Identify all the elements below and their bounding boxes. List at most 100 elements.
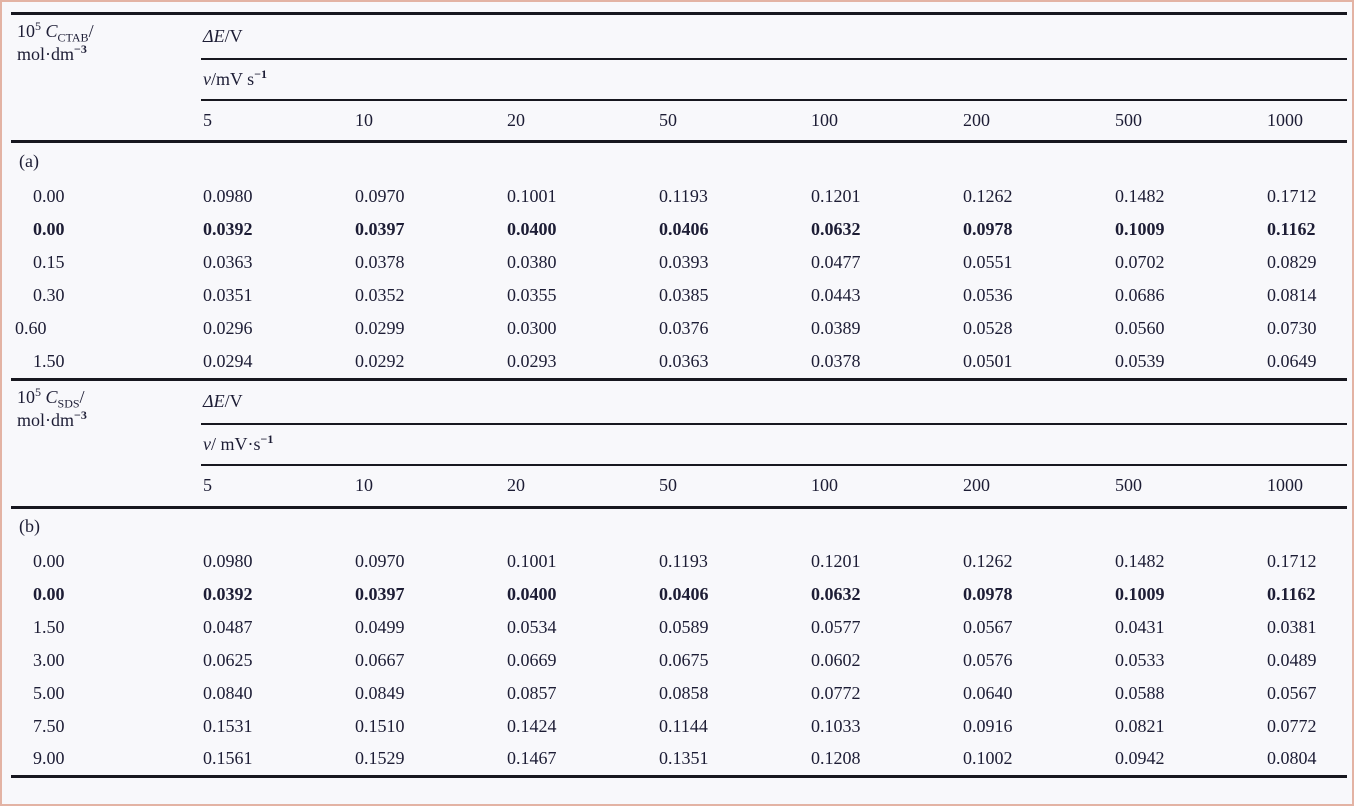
value-cell: 0.0772 xyxy=(1267,716,1317,736)
concentration-symbol-line: 105 CCTAB/ xyxy=(17,19,94,45)
concentration-cell: 0.00 xyxy=(33,584,65,604)
table-row: 0.30 0.0351 0.0352 0.0355 0.0385 0.0443 0.0536… xyxy=(11,279,1347,312)
value-cell: 0.0381 xyxy=(1267,617,1317,637)
concentration-cell: 5.00 xyxy=(33,683,65,703)
value-cell: 0.1467 xyxy=(507,748,557,769)
concentration-column-header: 105 CSDS/ mol·dm−3 xyxy=(11,379,201,509)
value-cell: 0.0392 xyxy=(203,584,253,604)
value-cell: 0.0702 xyxy=(1115,251,1165,272)
value-cell: 0.0567 xyxy=(963,617,1013,637)
section-label: (a) xyxy=(19,150,39,171)
value-cell: 0.0667 xyxy=(355,650,405,670)
value-cell: 0.1208 xyxy=(811,748,861,769)
concentration-cell: 0.60 xyxy=(15,317,47,338)
value-cell: 0.0980 xyxy=(203,185,253,206)
value-cell: 0.0577 xyxy=(811,617,861,637)
value-cell: 0.0528 xyxy=(963,317,1013,338)
value-cell: 0.0352 xyxy=(355,284,405,305)
value-cell: 0.0431 xyxy=(1115,617,1165,637)
value-cell: 0.0539 xyxy=(1115,350,1165,371)
scan-rate-value: 500 xyxy=(1113,465,1265,509)
value-cell: 0.0294 xyxy=(203,350,253,371)
value-cell: 0.1262 xyxy=(963,185,1013,206)
value-cell: 0.0293 xyxy=(507,350,557,371)
value-cell: 0.1162 xyxy=(1267,584,1316,604)
value-cell: 0.0378 xyxy=(811,350,861,371)
value-cell: 0.0499 xyxy=(355,617,405,637)
scan-rate-value: 50 xyxy=(657,465,809,509)
value-cell: 0.0393 xyxy=(659,251,709,272)
value-cell: 0.0829 xyxy=(1267,251,1317,272)
scan-rate-value: 1000 xyxy=(1265,99,1348,143)
table-row: 0.00 0.0980 0.0970 0.1001 0.1193 0.1201 0.1262… xyxy=(11,545,1347,578)
concentration-cell: 0.30 xyxy=(33,284,65,305)
value-cell: 0.0477 xyxy=(811,251,861,272)
concentration-unit-line: mol·dm−3 xyxy=(17,407,87,430)
table-row: 1.50 0.0487 0.0499 0.0534 0.0589 0.0577 0.0567… xyxy=(11,611,1347,644)
delta-e-header-row: 105 CCTAB/ mol·dm−3 ΔE/V xyxy=(11,13,1348,143)
value-cell: 0.1201 xyxy=(811,551,861,571)
table-row: 9.00 0.1561 0.1529 0.1467 0.1351 0.1208 0.1002… xyxy=(11,743,1347,776)
value-cell: 0.0351 xyxy=(203,284,253,305)
table-row: 5.00 0.0840 0.0849 0.0857 0.0858 0.0772 0.0640… xyxy=(11,677,1347,710)
scan-rate-unit-header: v/mV s−1 xyxy=(201,58,1348,101)
value-cell: 0.0730 xyxy=(1267,317,1317,338)
value-cell: 0.0534 xyxy=(507,617,557,637)
value-cell: 0.0551 xyxy=(963,251,1013,272)
value-cell: 0.1262 xyxy=(963,551,1013,571)
table-row: 0.15 0.0363 0.0378 0.0380 0.0393 0.0477 0.0551… xyxy=(11,246,1347,279)
value-cell: 0.0814 xyxy=(1267,284,1317,305)
value-cell: 0.1529 xyxy=(355,748,405,769)
concentration-cell: 3.00 xyxy=(33,650,65,670)
section-a-body: (a) 0.00 0.0980 0.0970 0.1001 0.1193 0.1201 0.1… xyxy=(11,142,1347,378)
table-row: 0.60 0.0296 0.0299 0.0300 0.0376 0.0389 0.0528… xyxy=(11,312,1347,345)
table-section-ctab: 105 CCTAB/ mol·dm−3 ΔE/V v/mV s−1 5 10 20 5… xyxy=(11,12,1348,378)
delta-e-header: ΔE/V xyxy=(201,379,1348,425)
concentration-cell: 0.00 xyxy=(33,551,65,571)
scan-rate-value: 20 xyxy=(505,99,657,143)
concentration-cell: 9.00 xyxy=(33,748,65,769)
value-cell: 0.0804 xyxy=(1267,748,1317,769)
value-cell: 0.0487 xyxy=(203,617,253,637)
concentration-cell: 1.50 xyxy=(33,350,65,371)
scan-rate-value: 10 xyxy=(353,99,505,143)
scan-rate-value: 5 xyxy=(201,465,353,509)
value-cell: 0.0942 xyxy=(1115,748,1165,769)
value-cell: 0.0857 xyxy=(507,683,557,703)
scan-rate-values-row: 5 10 20 50 100 200 500 1000 xyxy=(11,99,1348,143)
value-cell: 0.0400 xyxy=(507,584,557,604)
section-label-row: (a) xyxy=(11,142,1347,180)
delta-e-header-row: 105 CSDS/ mol·dm−3 ΔE/V xyxy=(11,379,1348,509)
value-cell: 0.0625 xyxy=(203,650,253,670)
value-cell: 0.0649 xyxy=(1267,350,1317,371)
scan-rate-unit-row: v/mV s−1 xyxy=(11,58,1348,101)
concentration-cell: 1.50 xyxy=(33,617,65,637)
value-cell: 0.0299 xyxy=(355,317,405,338)
value-cell: 0.0406 xyxy=(659,584,709,604)
value-cell: 0.0443 xyxy=(811,284,861,305)
value-cell: 0.0980 xyxy=(203,551,253,571)
value-cell: 0.1482 xyxy=(1115,185,1165,206)
value-cell: 0.0296 xyxy=(203,317,253,338)
value-cell: 0.0588 xyxy=(1115,683,1165,703)
scan-rate-value: 200 xyxy=(961,465,1113,509)
scan-rate-value: 10 xyxy=(353,465,505,509)
value-cell: 0.0380 xyxy=(507,251,557,272)
scan-rate-value: 200 xyxy=(961,99,1113,143)
value-cell: 0.1009 xyxy=(1115,584,1165,604)
concentration-column-header: 105 CCTAB/ mol·dm−3 xyxy=(11,13,201,143)
value-cell: 0.1144 xyxy=(659,716,708,736)
table-row: 0.00 0.0980 0.0970 0.1001 0.1193 0.1201 0.1262… xyxy=(11,180,1347,213)
value-cell: 0.1033 xyxy=(811,716,861,736)
value-cell: 0.0970 xyxy=(355,551,405,571)
value-cell: 0.1531 xyxy=(203,716,253,736)
value-cell: 0.0632 xyxy=(811,218,861,239)
scan-rate-value: 50 xyxy=(657,99,809,143)
scan-rate-value: 500 xyxy=(1113,99,1265,143)
scan-rate-value: 100 xyxy=(809,99,961,143)
scan-rate-unit-header: v/ mV·s−1 xyxy=(201,424,1348,466)
value-cell: 0.0355 xyxy=(507,284,557,305)
value-cell: 0.1001 xyxy=(507,185,557,206)
scan-rate-unit-row: v/ mV·s−1 xyxy=(11,424,1348,466)
value-cell: 0.0675 xyxy=(659,650,709,670)
